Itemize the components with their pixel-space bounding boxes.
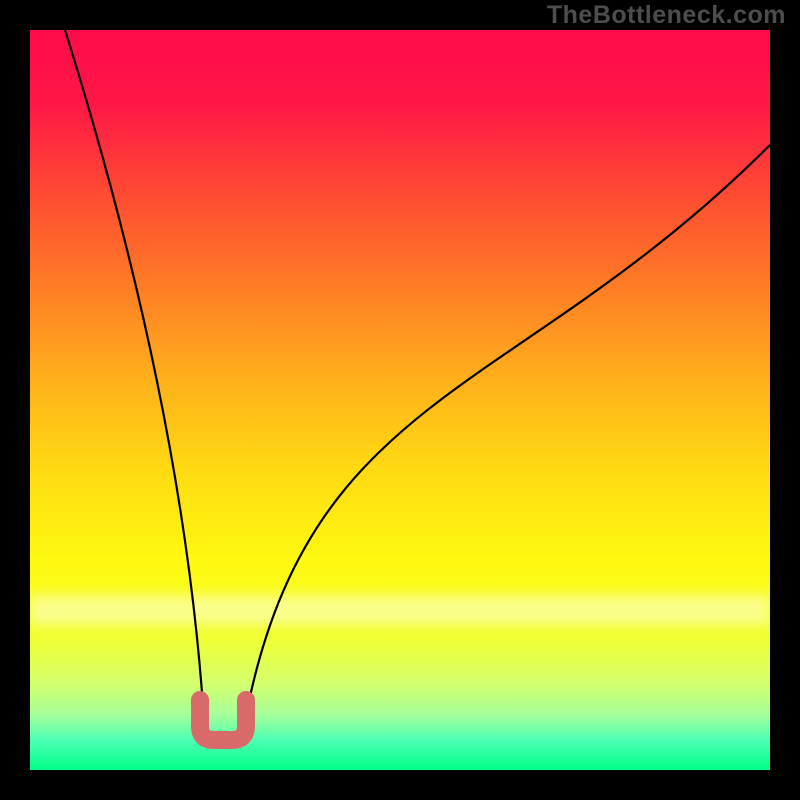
curve-layer [30, 30, 770, 770]
curve-right [242, 145, 770, 737]
curve-left [65, 30, 205, 737]
gradient-panel [30, 30, 770, 770]
chart-root: TheBottleneck.com [0, 0, 800, 800]
u-marker [200, 700, 246, 740]
watermark-text: TheBottleneck.com [547, 1, 786, 30]
